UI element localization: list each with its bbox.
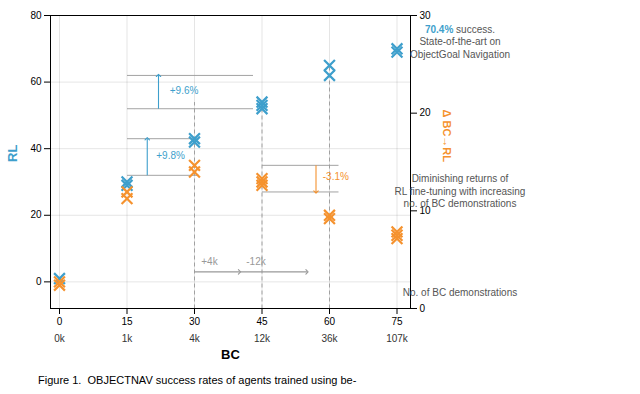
svg-text:BC: BC — [221, 347, 240, 362]
svg-text:+9.6%: +9.6% — [170, 85, 199, 96]
svg-text:15: 15 — [121, 316, 133, 327]
svg-text:40: 40 — [30, 143, 42, 154]
svg-text:+4k: +4k — [201, 256, 218, 267]
svg-text:20: 20 — [420, 107, 432, 118]
svg-text:0: 0 — [36, 276, 42, 287]
svg-text:12k: 12k — [254, 333, 271, 344]
svg-text:80: 80 — [30, 10, 42, 21]
svg-text:0: 0 — [420, 303, 426, 314]
svg-text:RL: RL — [5, 145, 20, 162]
svg-text:30: 30 — [189, 316, 201, 327]
svg-text:60: 60 — [324, 316, 336, 327]
svg-text:0k: 0k — [54, 333, 66, 344]
html-text:Figure 1. OBJECTNAV success ra: Figure 1. OBJECTNAV success rates of age… — [38, 374, 357, 386]
svg-text:10: 10 — [419, 205, 431, 216]
svg-text:75: 75 — [391, 316, 403, 327]
svg-text:-12k: -12k — [246, 256, 266, 267]
svg-text:107k: 107k — [386, 333, 409, 344]
svg-text:20: 20 — [30, 209, 42, 220]
svg-text:Diminishing returns ofRL fine-: Diminishing returns ofRL fine-tuning wit… — [395, 173, 526, 209]
svg-text:0: 0 — [57, 316, 63, 327]
svg-text:45: 45 — [256, 316, 268, 327]
svg-text:No. of BC demonstrations: No. of BC demonstrations — [403, 287, 518, 298]
svg-text:+9.8%: +9.8% — [156, 150, 185, 161]
svg-text:60: 60 — [30, 76, 42, 87]
svg-text:Δ BC→RL: Δ BC→RL — [441, 109, 453, 162]
svg-text:1k: 1k — [122, 333, 134, 344]
svg-text:30: 30 — [420, 10, 432, 21]
svg-text:36k: 36k — [321, 333, 338, 344]
svg-text:-3.1%: -3.1% — [323, 171, 349, 182]
svg-text:4k: 4k — [189, 333, 201, 344]
svg-text:70.4% success.State-of-the-art: 70.4% success.State-of-the-art onObjectG… — [410, 24, 510, 60]
